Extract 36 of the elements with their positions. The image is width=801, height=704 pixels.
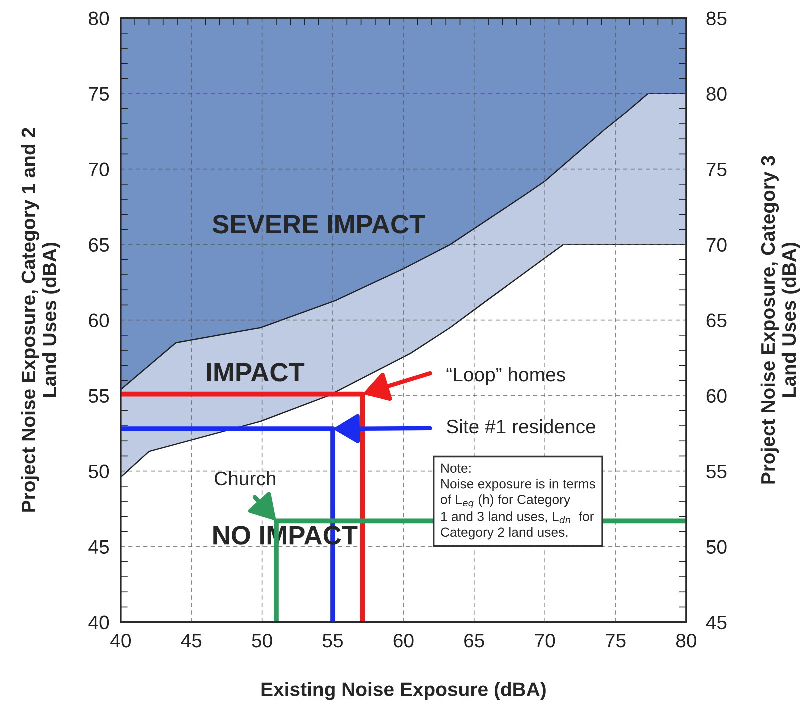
x-tick-label: 65 [464,634,484,648]
y2-axis-title: Project Noise Exposure, Category 3 Land Uses (dBA) [760,156,800,484]
x-tick-label: 60 [394,634,414,648]
y2-tick-label: 50 [706,540,727,554]
y2-tick-label: 65 [706,314,727,328]
y2-tick-label: 75 [706,162,727,177]
y-tick-label: 45 [88,540,110,554]
annotation: Site #1 residence [447,419,596,434]
y2-tick-label: 55 [706,464,727,479]
annotation: IMPACT [207,363,305,382]
annotation: SEVERE IMPACT [212,215,426,234]
y2-tick-label: 85 [706,12,727,26]
x-tick-label: 45 [181,634,202,648]
y-tick-label: 65 [89,238,110,252]
annotation: Church [215,471,276,486]
y2-tick-label: 70 [706,238,727,252]
x-tick-label: 55 [322,634,344,648]
x-tick-label: 70 [535,634,556,648]
x-tick-label: 40 [110,634,132,648]
y-tick-label: 50 [88,464,110,479]
x-tick-label: 50 [252,634,272,648]
y-tick-label: 60 [89,314,110,328]
y-tick-label: 75 [89,87,110,102]
y-tick-label: 55 [88,389,110,404]
x-axis-title: Existing Noise Exposure (dBA) [262,682,546,700]
x-tick-label: 80 [676,634,697,648]
y2-tick-label: 80 [706,87,727,102]
y-tick-label: 70 [89,162,110,177]
y-tick-label: 80 [89,12,110,26]
y2-tick-label: 60 [706,389,727,404]
y2-tick-label: 45 [706,616,727,630]
y-tick-label: 40 [88,616,110,630]
y-axis-title: Project Noise Exposure, Category 1 and 2 Land Uses (dBA) [21,128,60,512]
x-tick-label: 75 [606,634,626,648]
text: Note: Noise exposure is in terms of L$_{eq}$ (h) for Category 1 and 3 land uses, L$_{dn}$ for Category 2 land uses. [441,464,596,540]
annotation: “Loop” homes [446,367,566,386]
